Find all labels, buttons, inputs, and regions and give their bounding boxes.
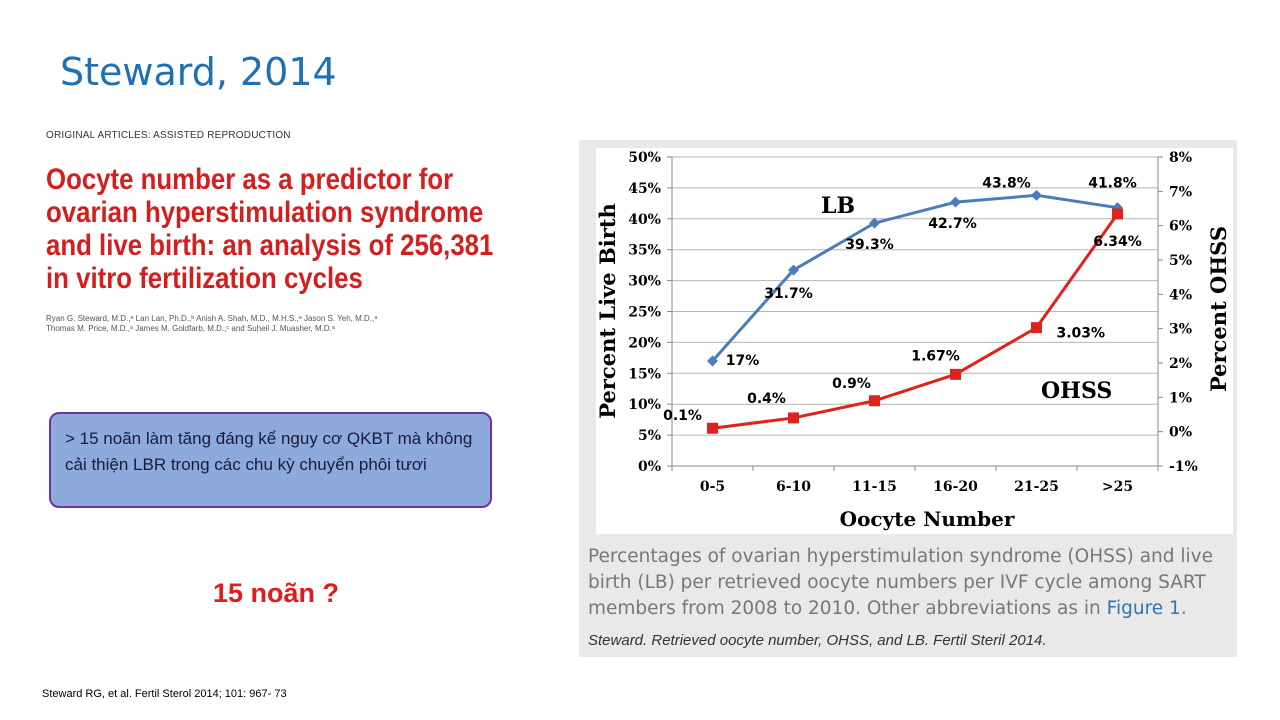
authors-line: Ryan G. Steward, M.D.,ᵃ Lan Lan, Ph.D.,ᵇ… [46, 314, 378, 323]
grid-layer [672, 156, 1158, 467]
data-label: 6.34% [1093, 234, 1142, 250]
lb-marker [950, 196, 961, 208]
slide-title: Steward, 2014 [60, 50, 337, 94]
data-label: 31.7% [764, 286, 813, 302]
figure-link[interactable]: Figure 1 [1106, 598, 1181, 619]
ohss-marker [788, 412, 799, 424]
data-label: 39.3% [845, 237, 894, 253]
figure-caption: Percentages of ovarian hyperstimulation … [588, 544, 1238, 622]
reference-text: Steward RG, et al. Fertil Sterol 2014; 1… [42, 688, 287, 700]
article-title: Oocyte number as a predictor for ovarian… [46, 163, 493, 295]
y-left-tick-label: 35% [628, 243, 661, 259]
data-label: 1.67% [911, 348, 960, 364]
x-tick-label: 16-20 [933, 479, 978, 495]
y-right-tick-label: 5% [1169, 253, 1192, 269]
data-label: 0.9% [832, 376, 871, 392]
lb-marker [869, 217, 880, 229]
ohss-marker [1031, 322, 1042, 334]
article-authors: Ryan G. Steward, M.D.,ᵃ Lan Lan, Ph.D.,ᵇ… [46, 314, 486, 334]
y-right-tick-label: 8% [1169, 150, 1192, 166]
article-title-line: ovarian hyperstimulation syndrome [46, 196, 484, 229]
question-text: 15 noãn ? [213, 578, 340, 608]
y-left-tick-label: 20% [628, 335, 661, 351]
ohss-marker [1112, 208, 1123, 220]
caption-line-end: . [1180, 598, 1187, 619]
caption-line: birth (LB) per retrieved oocyte numbers … [588, 572, 1206, 593]
ohss-marker [950, 368, 961, 380]
y-right-tick-label: 7% [1169, 184, 1192, 200]
lb-marker [1031, 189, 1042, 201]
series-line-lb [711, 193, 1118, 362]
y-right-tick-label: 2% [1169, 356, 1192, 372]
x-axis-title: Oocyte Number [840, 507, 1015, 531]
series-layer [707, 189, 1123, 434]
data-label: 41.8% [1088, 176, 1137, 192]
chart-area: 0% 5% 10% 15% 20% 25% 30% 35% 40% 45% 50% -1% 0% 1% 2%… [596, 148, 1233, 534]
axes-layer: 0% 5% 10% 15% 20% 25% 30% 35% 40% 45% 50% -1% 0% 1% 2%… [628, 150, 1198, 495]
y-right-tick-label: 0% [1169, 425, 1192, 441]
x-tick-label: 0-5 [700, 479, 725, 495]
data-label: 43.8% [982, 175, 1031, 191]
y-left-tick-label: 25% [628, 305, 661, 321]
data-label: 17% [726, 353, 760, 369]
article-type-label: ORIGINAL ARTICLES: ASSISTED REPRODUCTION [46, 130, 291, 141]
series-line-ohss [712, 213, 1119, 430]
article-title-line: and live birth: an analysis of 256,381 [46, 229, 494, 262]
y-left-tick-label: 45% [628, 181, 661, 197]
lb-marker [788, 264, 799, 276]
y-axis-right-title: Percent OHSS [1206, 226, 1231, 392]
ohss-marker [869, 395, 880, 407]
data-label: 0.1% [663, 408, 702, 424]
y-left-tick-label: 50% [628, 150, 661, 166]
y-right-tick-label: 4% [1169, 287, 1192, 303]
y-left-tick-label: 15% [628, 366, 661, 382]
y-axis-left-title: Percent Live Birth [596, 203, 620, 418]
x-tick-label: 11-15 [852, 479, 897, 495]
article-title-line: in vitro fertilization cycles [46, 262, 363, 295]
y-left-tick-label: 10% [628, 397, 661, 413]
y-right-tick-label: 1% [1169, 390, 1192, 406]
y-left-tick-label: 0% [638, 459, 661, 475]
lb-marker [707, 355, 718, 367]
oocyte-chart: 0% 5% 10% 15% 20% 25% 30% 35% 40% 45% 50% -1% 0% 1% 2%… [596, 150, 1231, 531]
x-tick-label: 21-25 [1014, 479, 1059, 495]
series-name-ohss: OHSS [1041, 378, 1112, 404]
label-layer: 17% 31.7% 39.3% 42.7% 43.8% 41.8% 0.1% 0.4% 0.9%… [663, 175, 1142, 424]
x-tick-label: >25 [1102, 479, 1133, 495]
y-left-tick-label: 5% [638, 428, 661, 444]
y-left-tick-label: 30% [628, 274, 661, 290]
caption-line: members from 2008 to 2010. Other abbrevi… [588, 596, 1238, 622]
series-name-lb: LB [821, 193, 855, 219]
y-right-tick-label: 3% [1169, 322, 1192, 338]
figure-citation: Steward. Retrieved oocyte number, OHSS, … [588, 632, 1047, 649]
callout-box: > 15 noãn làm tăng đáng kể nguy cơ QKBT … [49, 412, 492, 508]
caption-line-text: members from 2008 to 2010. Other abbrevi… [588, 598, 1107, 619]
y-left-tick-label: 40% [628, 212, 661, 228]
caption-line: Percentages of ovarian hyperstimulation … [588, 546, 1213, 567]
x-tick-label: 6-10 [776, 479, 811, 495]
y-right-tick-label: -1% [1169, 459, 1198, 475]
article-title-line: Oocyte number as a predictor for [46, 163, 454, 196]
ohss-marker [707, 422, 718, 434]
data-label: 0.4% [747, 391, 786, 407]
authors-line: Thomas M. Price, M.D.,ᵃ James M. Goldfar… [46, 324, 335, 333]
data-label: 42.7% [928, 216, 977, 232]
data-label: 3.03% [1057, 326, 1106, 342]
y-right-tick-label: 6% [1169, 219, 1192, 235]
